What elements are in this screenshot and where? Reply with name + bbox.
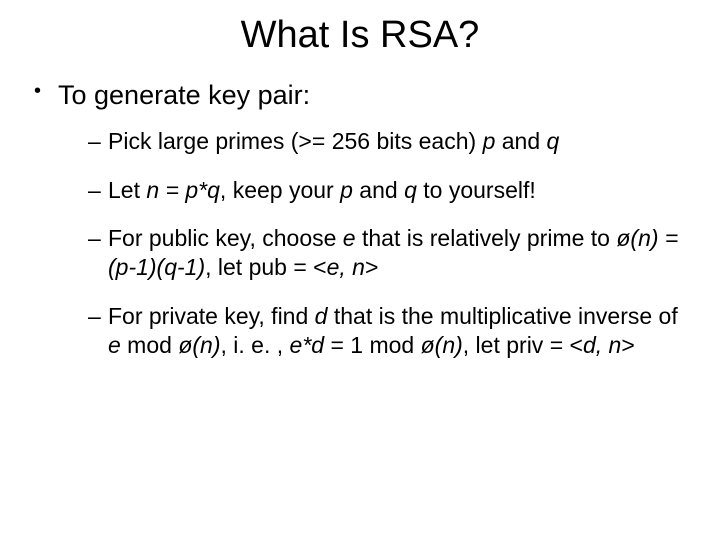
text: > (621, 332, 634, 358)
expr-n: n = p*q (146, 177, 220, 203)
slide-title: What Is RSA? (30, 14, 690, 57)
slide: What Is RSA? To generate key pair: Pick … (0, 0, 720, 540)
sub-bullet-item: For private key, find d that is the mult… (88, 302, 690, 360)
bullet-item: To generate key pair: Pick large primes … (30, 79, 690, 359)
var-e: e (108, 332, 121, 358)
text: and (495, 128, 546, 154)
sub-bullet-item: Pick large primes (>= 256 bits each) p a… (88, 127, 690, 156)
text: mod (121, 332, 179, 358)
var-q: q (547, 128, 560, 154)
text: that is relatively prime to (356, 225, 617, 251)
text: > (365, 254, 378, 280)
text: , let pub = < (205, 254, 326, 280)
expr-priv: d, n (583, 332, 621, 358)
bullet-list: To generate key pair: Pick large primes … (30, 79, 690, 359)
text: For private key, find (108, 303, 315, 329)
text: , keep your (220, 177, 340, 203)
var-p: p (340, 177, 353, 203)
text: For public key, choose (108, 225, 343, 251)
text: and (353, 177, 404, 203)
text: , let priv = < (463, 332, 583, 358)
var-p: p (483, 128, 496, 154)
text: Let (108, 177, 146, 203)
sub-bullet-item: For public key, choose e that is relativ… (88, 224, 690, 282)
text: that is the multiplicative inverse of (327, 303, 677, 329)
text: Pick large primes (>= 256 bits each) (108, 128, 483, 154)
expr-ed: e*d (290, 332, 325, 358)
expr-phi: ø(n) (178, 332, 220, 358)
bullet-text: To generate key pair: (58, 80, 310, 110)
text: to yourself! (417, 177, 536, 203)
expr-pub: e, n (327, 254, 365, 280)
var-e: e (343, 225, 356, 251)
sub-bullet-list: Pick large primes (>= 256 bits each) p a… (58, 127, 690, 360)
var-d: d (315, 303, 328, 329)
text: = 1 mod (324, 332, 421, 358)
expr-phi: ø(n) (421, 332, 463, 358)
text: , i. e. , (221, 332, 290, 358)
var-q: q (404, 177, 417, 203)
sub-bullet-item: Let n = p*q, keep your p and q to yourse… (88, 176, 690, 205)
